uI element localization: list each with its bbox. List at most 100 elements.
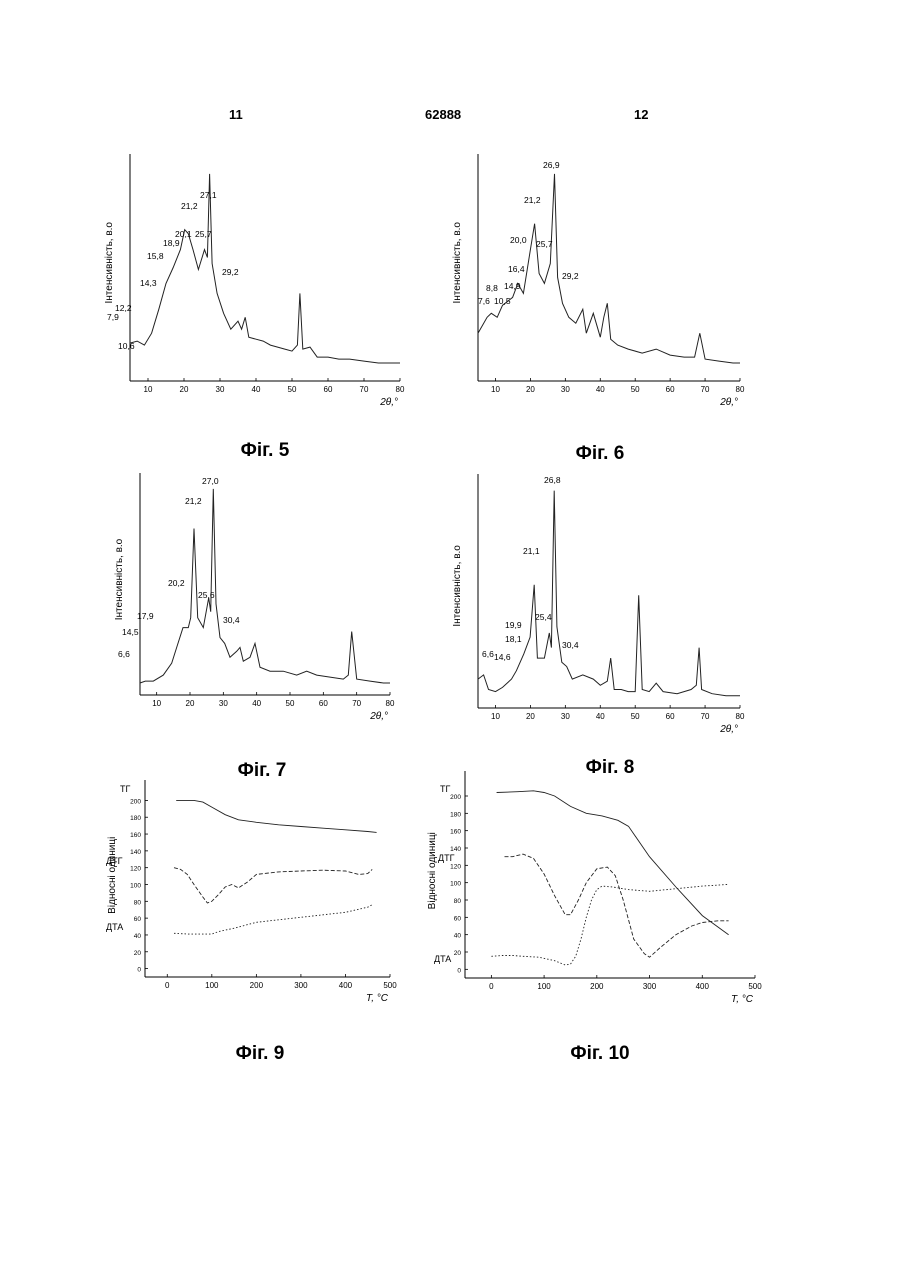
fig5-peak-label: 20,1	[175, 229, 192, 239]
fig6-peak-label: 8,8	[486, 283, 498, 293]
fig9-y-tick-label: 100	[130, 883, 141, 890]
fig5-x-tick-label: 40	[252, 385, 261, 394]
fig9-y-tick-label: 120	[130, 866, 141, 873]
fig9-x-tick-label: 0	[165, 981, 170, 990]
fig7-chart: 10203040506070802θ,°Інтенсивність, в.о6,…	[110, 470, 410, 735]
fig7-x-tick-label: 50	[286, 699, 295, 708]
fig9-series-ТГ	[176, 800, 376, 832]
fig5-x-tick-label: 30	[216, 385, 225, 394]
fig7-peak-label: 14,5	[122, 627, 139, 637]
fig10-x-axis-label: T, °C	[731, 994, 754, 1005]
fig9-y-tick-label: 0	[137, 967, 141, 974]
fig5-chart: 10203040506070802θ,°Інтенсивність, в.о7,…	[100, 145, 420, 415]
figure-10-caption: Фіг. 10	[535, 1043, 665, 1065]
fig5-peak-label: 18,9	[163, 238, 180, 248]
fig10-x-tick-label: 300	[643, 982, 657, 991]
fig10-x-tick-label: 200	[590, 982, 604, 991]
fig6-peak-label: 7,6	[478, 296, 490, 306]
fig7-x-tick-label: 70	[352, 699, 361, 708]
fig9-x-axis-label: T, °C	[366, 993, 389, 1004]
fig5-y-axis-label: Інтенсивність, в.о	[104, 222, 115, 304]
fig8-x-tick-label: 30	[561, 712, 570, 721]
fig6-peak-label: 25,7	[536, 239, 553, 249]
fig6-x-tick-label: 40	[596, 385, 605, 394]
fig9-series-ДТГ	[174, 868, 372, 903]
fig6-peak-label: 20,0	[510, 235, 527, 245]
figure-10: 0100200300400500020406080100120140160180…	[420, 778, 770, 1023]
fig9-x-tick-label: 500	[383, 981, 397, 990]
fig9-series-label: ТГ	[120, 784, 130, 794]
fig7-x-tick-label: 60	[319, 699, 328, 708]
fig7-peak-label: 20,2	[168, 578, 185, 588]
fig10-y-tick-label: 120	[450, 863, 461, 870]
fig10-y-tick-label: 100	[450, 881, 461, 888]
fig10-y-tick-label: 140	[450, 846, 461, 853]
fig10-series-label: ТГ	[440, 784, 450, 794]
fig7-peak-label: 27,0	[202, 476, 219, 486]
fig10-y-tick-label: 0	[457, 967, 461, 974]
fig9-y-tick-label: 60	[134, 916, 142, 923]
fig5-x-tick-label: 70	[360, 385, 369, 394]
fig6-x-axis-label: 2θ,°	[719, 397, 738, 408]
fig5-peak-label: 7,9	[107, 312, 119, 322]
fig8-peak-label: 19,9	[505, 620, 522, 630]
fig8-peak-label: 30,4	[562, 640, 579, 650]
fig6-chart: 10203040506070802θ,°Інтенсивність, в.о7,…	[448, 145, 768, 415]
figure-8-caption: Фіг. 8	[545, 757, 675, 779]
fig6-peak-label: 21,2	[524, 195, 541, 205]
fig9-series-label: ДТА	[106, 922, 123, 932]
page-number-left: 11	[229, 107, 243, 122]
figure-7: 10203040506070802θ,°Інтенсивність, в.о6,…	[110, 470, 410, 735]
fig8-x-tick-label: 70	[701, 712, 710, 721]
fig6-peak-label: 14,9	[504, 281, 521, 291]
fig9-y-tick-label: 160	[130, 832, 141, 839]
fig5-x-axis-label: 2θ,°	[379, 397, 398, 408]
fig10-series-ДТА	[491, 884, 728, 965]
fig6-x-tick-label: 70	[701, 385, 710, 394]
fig8-peak-label: 18,1	[505, 634, 522, 644]
fig5-peak-label: 29,2	[222, 267, 239, 277]
fig10-series-ТГ	[497, 791, 729, 935]
fig6-x-tick-label: 30	[561, 385, 570, 394]
fig9-y-tick-label: 140	[130, 849, 141, 856]
fig8-x-tick-label: 60	[666, 712, 675, 721]
fig10-x-tick-label: 0	[489, 982, 494, 991]
fig10-chart: 0100200300400500020406080100120140160180…	[420, 778, 770, 1023]
fig9-y-tick-label: 180	[130, 815, 141, 822]
figure-7-caption: Фіг. 7	[197, 760, 327, 782]
fig5-x-tick-label: 20	[180, 385, 189, 394]
patent-number: 62888	[425, 107, 461, 122]
fig5-x-tick-label: 80	[396, 385, 405, 394]
fig7-y-axis-label: Інтенсивність, в.о	[114, 538, 125, 620]
fig9-x-tick-label: 100	[205, 981, 219, 990]
fig8-peak-label: 21,1	[523, 546, 540, 556]
fig8-peak-label: 6,6	[482, 649, 494, 659]
figure-8: 10203040506070802θ,°Інтенсивність, в.о6,…	[448, 470, 768, 740]
fig7-x-tick-label: 80	[386, 699, 395, 708]
fig9-series-label: ДТГ	[106, 856, 123, 866]
fig5-peak-label: 14,3	[140, 278, 157, 288]
fig9-y-axis-label: Відносні одиниці	[107, 837, 118, 914]
fig5-peak-label: 21,2	[181, 201, 198, 211]
fig8-y-axis-label: Інтенсивність, в.о	[452, 545, 463, 627]
fig7-peak-label: 6,6	[118, 649, 130, 659]
fig8-x-tick-label: 80	[736, 712, 745, 721]
fig9-x-tick-label: 400	[339, 981, 353, 990]
figure-6: 10203040506070802θ,°Інтенсивність, в.о7,…	[448, 145, 768, 415]
fig7-x-tick-label: 20	[186, 699, 195, 708]
fig9-series-ДТА	[174, 905, 372, 934]
fig10-y-axis-label: Відносні одиниці	[427, 832, 438, 909]
fig5-x-tick-label: 10	[144, 385, 153, 394]
fig6-peak-label: 10,5	[494, 296, 511, 306]
fig10-x-tick-label: 400	[696, 982, 710, 991]
fig9-chart: 0100200300400500020406080100120140160180…	[100, 782, 410, 1022]
figure-6-caption: Фіг. 6	[535, 443, 665, 465]
fig7-peak-label: 17,9	[137, 611, 154, 621]
fig5-peak-label: 10,6	[118, 341, 135, 351]
fig5-x-tick-label: 50	[288, 385, 297, 394]
fig7-x-tick-label: 40	[252, 699, 261, 708]
fig8-series-trace	[478, 491, 740, 696]
figure-5-caption: Фіг. 5	[200, 440, 330, 462]
fig5-peak-label: 12,2	[115, 303, 132, 313]
fig6-x-tick-label: 60	[666, 385, 675, 394]
